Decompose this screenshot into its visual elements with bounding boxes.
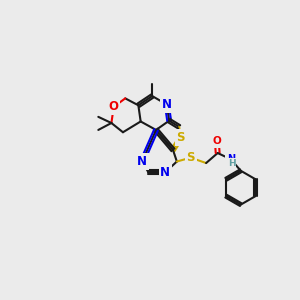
Text: S: S: [187, 151, 195, 164]
Text: N: N: [137, 155, 147, 168]
Text: O: O: [212, 136, 221, 146]
Text: H: H: [228, 159, 235, 168]
Text: N: N: [227, 154, 235, 164]
Text: N: N: [162, 98, 172, 111]
Text: O: O: [109, 100, 119, 113]
Text: N: N: [160, 166, 170, 179]
Text: S: S: [176, 131, 185, 144]
